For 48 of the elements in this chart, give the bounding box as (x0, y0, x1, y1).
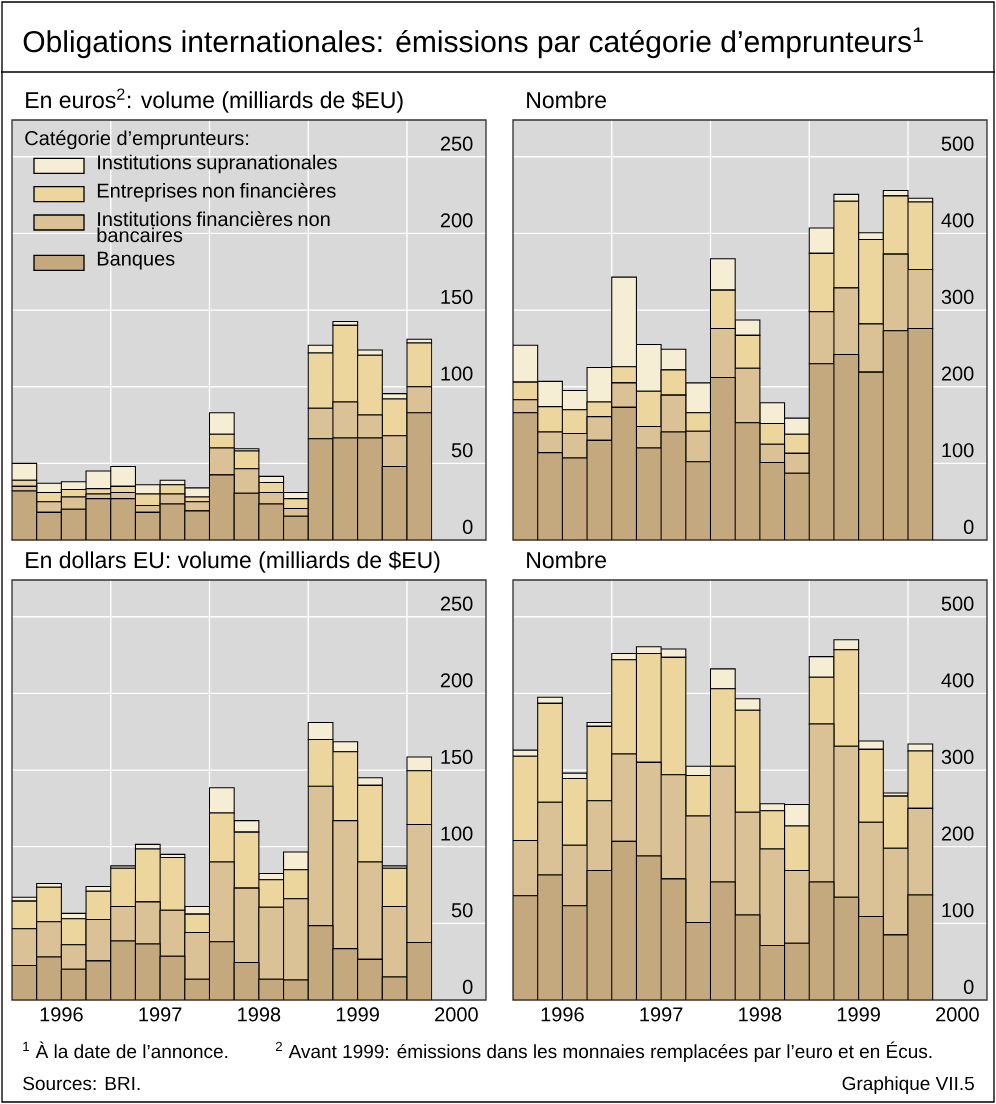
y-tick-label: 0 (963, 979, 974, 994)
y-tick-label: 300 (941, 289, 974, 305)
text: $^{1}$ À la date de l’annonce. (23, 1041, 228, 1059)
chart-title: Nombre (527, 551, 607, 569)
y-tick-label: 100 (942, 903, 974, 918)
chart-subtitle: En euros$^{2}$: volume (milliards de $EU) (26, 88, 403, 113)
text: Graphique VII.5 (842, 1076, 974, 1094)
y-tick-label: 100 (441, 366, 473, 381)
chart-title: Obligations internationales: émissions par catégorie d’emprunteurs$^{1}$ (23, 27, 923, 59)
y-tick-label: 500 (941, 596, 974, 611)
x-tick-label: 1996 (541, 1007, 584, 1022)
legend-label: Institutions supranationales (98, 154, 337, 174)
y-tick-label: 50 (451, 903, 473, 918)
y-tick-label: 400 (941, 673, 974, 688)
y-tick-label: 200 (941, 366, 974, 381)
chart-title: En dollars EU: volume (milliards de $EU) (26, 550, 440, 573)
x-tick-label: 1999 (837, 1007, 880, 1022)
y-tick-label: 250 (440, 136, 473, 151)
chart-title: Nombre (527, 91, 607, 109)
text: $^{2}$ Avant 1999: émissions dans les monnaies remplacées par l’euro et en Écus. (275, 1041, 932, 1062)
y-tick-label: 100 (441, 826, 473, 841)
x-tick-label: 1998 (238, 1007, 281, 1022)
source-note: Sources: BRI. (23, 1076, 140, 1091)
y-tick-label: 0 (963, 519, 974, 534)
y-tick-label: 250 (440, 596, 473, 611)
x-tick-label: 2000 (435, 1007, 478, 1022)
y-tick-label: 150 (441, 749, 473, 765)
x-tick-label: 1997 (640, 1007, 683, 1022)
x-tick-label: 1998 (739, 1007, 782, 1022)
x-tick-label: 1996 (40, 1007, 83, 1022)
y-tick-label: 300 (941, 749, 974, 765)
x-tick-label: 1999 (336, 1007, 379, 1022)
y-tick-label: 0 (462, 979, 473, 994)
legend-label: Institutions financières non bancaires (97, 211, 330, 243)
y-tick-label: 500 (941, 136, 974, 151)
y-tick-label: 150 (441, 289, 473, 305)
y-tick-label: 50 (451, 443, 473, 458)
y-tick-label: 400 (941, 213, 974, 228)
x-tick-label: 2000 (936, 1007, 979, 1022)
y-tick-label: 0 (462, 519, 473, 534)
x-tick-label: 1997 (139, 1007, 182, 1022)
y-tick-label: 200 (440, 213, 473, 228)
y-tick-label: 100 (942, 443, 974, 458)
legend-title: Catégorie d’emprunteurs: (25, 130, 249, 150)
y-tick-label: 200 (440, 673, 473, 688)
legend-label: Entreprises non financières (97, 182, 336, 202)
legend-label: Banques (97, 251, 175, 270)
y-tick-label: 200 (941, 826, 974, 841)
